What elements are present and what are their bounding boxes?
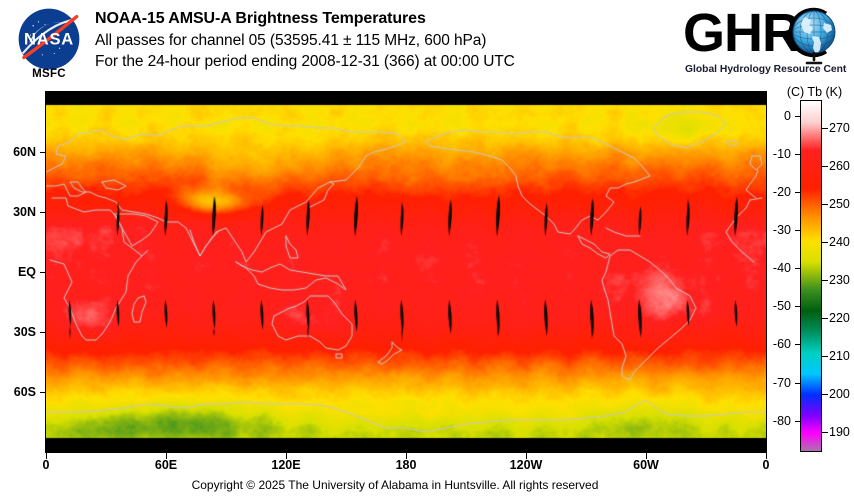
colorbar-label-kelvin: 260 (829, 158, 850, 173)
colorbar-label-celsius: -60 (772, 337, 791, 352)
map-ylabel: EQ (17, 265, 36, 279)
ghrc-subtitle-text: Global Hydrology Resource Center (685, 64, 847, 75)
colorbar-tick-celsius (795, 306, 801, 307)
colorbar-label-celsius: 0 (784, 109, 791, 124)
svg-text:GHR: GHR (683, 3, 800, 63)
map-xlabel: 180 (395, 458, 417, 472)
colorbar-tick-kelvin (822, 204, 828, 205)
colorbar-tick-celsius (795, 383, 801, 384)
map-xlabel: 60W (633, 458, 659, 472)
map-canvas[interactable] (46, 92, 766, 452)
colorbar-tick-kelvin (822, 128, 828, 129)
map-xlabel: 0 (42, 458, 50, 472)
colorbar-tick-kelvin (822, 280, 828, 281)
colorbar-tick-celsius (795, 116, 801, 117)
colorbar-tick-celsius (795, 192, 801, 193)
colorbar-tick-kelvin (822, 432, 828, 433)
nasa-center-label: MSFC (32, 68, 66, 80)
brightness-temperature-map[interactable] (46, 92, 766, 452)
map-ytick (40, 152, 46, 153)
map-xlabel: 0 (762, 458, 770, 472)
map-xtick (406, 453, 407, 459)
map-xlabel: 120W (509, 458, 543, 472)
title-block: NOAA-15 AMSU-A Brightness Temperatures A… (95, 8, 675, 73)
colorbar-tick-kelvin (822, 166, 828, 167)
colorbar-tick-celsius (795, 421, 801, 422)
map-xlabel: 60E (154, 458, 178, 472)
colorbar[interactable] (800, 100, 822, 452)
colorbar-tick-kelvin (822, 356, 828, 357)
map-xtick (646, 453, 647, 459)
colorbar-header: (C) Tb (K) (786, 85, 843, 99)
map-ytick (40, 332, 46, 333)
map-ytick (40, 392, 46, 393)
period-info: For the 24-hour period ending 2008-12-31… (95, 53, 515, 70)
colorbar-tick-kelvin (822, 394, 828, 395)
page-title: NOAA-15 AMSU-A Brightness Temperatures (95, 10, 426, 27)
nasa-logo: NASA (16, 6, 82, 86)
svg-text:NASA: NASA (24, 30, 74, 48)
colorbar-label-kelvin: 240 (829, 234, 850, 249)
colorbar-label-celsius: -30 (772, 223, 791, 238)
colorbar-label-kelvin: 190 (829, 424, 850, 439)
map-xlabel: 120E (271, 458, 301, 472)
colorbar-label-celsius: -80 (772, 413, 791, 428)
colorbar-label-kelvin: 230 (829, 272, 850, 287)
channel-info: All passes for channel 05 (53595.41 ± 11… (95, 31, 487, 49)
map-ylabel: 60S (13, 385, 36, 399)
colorbar-label-kelvin: 250 (829, 196, 850, 211)
colorbar-tick-celsius (795, 154, 801, 155)
colorbar-tick-celsius (795, 268, 801, 269)
colorbar-tick-kelvin (822, 242, 828, 243)
colorbar-tick-celsius (795, 344, 801, 345)
colorbar-label-celsius: -50 (772, 299, 791, 314)
ghrc-logo: GHR Gl (679, 3, 847, 81)
copyright-notice: Copyright © 2025 The University of Alaba… (191, 478, 599, 492)
map-ytick (40, 212, 46, 213)
colorbar-label-celsius: -70 (772, 375, 791, 390)
colorbar-label-kelvin: 220 (829, 310, 850, 325)
colorbar-tick-kelvin (822, 318, 828, 319)
colorbar-label-kelvin: 270 (829, 120, 850, 135)
colorbar-label-celsius: -40 (772, 261, 791, 276)
colorbar-canvas (801, 101, 821, 451)
map-ylabel: 60N (13, 145, 36, 159)
colorbar-tick-celsius (795, 230, 801, 231)
map-xtick (526, 453, 527, 459)
colorbar-label-celsius: -20 (772, 185, 791, 200)
map-xtick (46, 453, 47, 459)
map-xtick (286, 453, 287, 459)
map-ylabel: 30N (13, 205, 36, 219)
map-xtick (766, 453, 767, 459)
colorbar-label-celsius: -10 (772, 147, 791, 162)
map-ytick (40, 272, 46, 273)
colorbar-label-kelvin: 210 (829, 348, 850, 363)
map-ylabel: 30S (13, 325, 36, 339)
map-xtick (166, 453, 167, 459)
colorbar-label-kelvin: 200 (829, 386, 850, 401)
